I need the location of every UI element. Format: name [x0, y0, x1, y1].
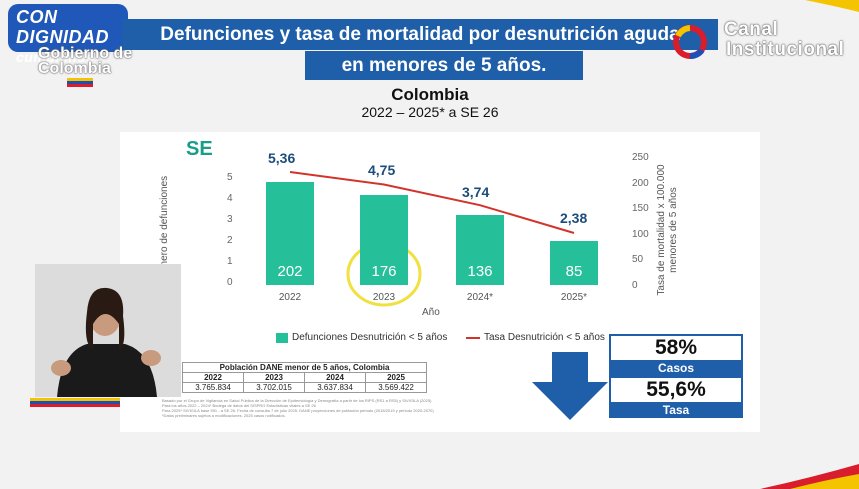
pop-header: 2022	[182, 372, 244, 383]
rate-value-label: 4,75	[368, 162, 396, 178]
rate-percent: 55,6%	[646, 378, 706, 401]
legend-bar-swatch	[276, 332, 288, 343]
logo-line1: CON DIGNIDAD	[16, 7, 109, 47]
right-axis-tick: 50	[632, 254, 644, 265]
left-axis-tick: 3	[227, 214, 233, 225]
left-axis-tick: 1	[227, 256, 233, 267]
left-axis-tick: 0	[227, 277, 233, 288]
bar-value-label: 85	[565, 263, 583, 280]
main-title: Defunciones y tasa de mortalidad por des…	[122, 19, 718, 50]
right-axis-tick: 0	[632, 279, 638, 291]
rate-value-label: 3,74	[462, 184, 490, 200]
legend-line: Tasa Desnutrición < 5 años	[466, 332, 605, 343]
gov-line1: Gobierno de	[38, 45, 133, 62]
footnote-3: Para 2025* SIVIGILA base 591 - a SE 26. …	[162, 408, 434, 413]
bar-value-label: 176	[371, 263, 397, 280]
footnote-2: Para los años 2022 – 2024* Bodega de dat…	[162, 403, 316, 408]
footnote-1: Basado por el Grupo de Vigilancia en Sal…	[162, 398, 432, 403]
channel-logo: Canal Institucional	[688, 20, 844, 60]
right-axis-tick: 200	[632, 177, 649, 189]
legend-bar-label: Defunciones Desnutrición < 5 años	[292, 332, 448, 343]
country-title: Colombia	[391, 85, 469, 104]
gobierno-logo: Gobierno de Colombia	[38, 45, 133, 77]
cases-percent: 58%	[654, 336, 698, 359]
flag-stripe-left	[30, 398, 120, 401]
channel-line1: Canal	[724, 19, 779, 40]
main-title-line2: en menores de 5 años.	[305, 51, 583, 80]
pop-value: 3.569.422	[365, 382, 427, 393]
pop-header: 2023	[243, 372, 305, 383]
bar	[550, 241, 598, 285]
period-subtitle: 2022 – 2025* a SE 26	[361, 104, 499, 120]
legend-line-label: Tasa Desnutrición < 5 años	[484, 332, 605, 343]
right-axis-tick: 100	[632, 228, 649, 240]
pop-header: 2024	[304, 372, 366, 383]
rate-value-label: 5,36	[268, 150, 296, 166]
corner-swoosh	[760, 464, 859, 489]
bar-value-label: 202	[277, 263, 303, 280]
pop-header: 2025	[365, 372, 427, 383]
population-table-title: Población DANE menor de 5 años, Colombia	[182, 362, 427, 373]
se-label: SE	[186, 138, 213, 160]
legend-line-swatch	[466, 336, 480, 339]
population-table-wrap: Población DANE menor de 5 años, Colombia…	[182, 362, 427, 393]
x-tick-label: 2022	[278, 292, 302, 303]
channel-line2: Institucional	[726, 39, 845, 60]
corner-swoosh-top	[805, 0, 859, 12]
left-axis-tick: 4	[227, 193, 233, 204]
flag-stripe-left	[30, 404, 120, 407]
x-tick-label: 2023	[372, 292, 396, 303]
population-table: Población DANE menor de 5 años, Colombia…	[182, 362, 427, 393]
bar-value-label: 136	[467, 263, 493, 280]
rate-line	[289, 171, 575, 234]
canal-institucional-icon	[673, 25, 707, 59]
con-dignidad-logo: CON DIGNIDAD cumplimos	[8, 4, 128, 65]
bar	[266, 181, 314, 285]
bar	[456, 215, 504, 285]
left-axis-tick: 5	[227, 172, 233, 183]
x-tick-label: 2025*	[560, 292, 588, 303]
down-arrow-icon	[532, 352, 608, 420]
footnotes: Basado por el Grupo de Vigilancia en Sal…	[162, 398, 492, 418]
footnote-4: *Datos preliminares sujetos a modificaci…	[162, 413, 286, 418]
pop-value: 3.637.834	[304, 382, 366, 393]
legend-bar: Defunciones Desnutrición < 5 años	[276, 332, 447, 343]
rate-value-label: 2,38	[560, 210, 588, 226]
gov-line2: Colombia	[38, 60, 111, 77]
left-axis-tick: 2	[227, 235, 233, 246]
logo-line2: cumplimos	[16, 49, 95, 65]
pop-value: 3.765.834	[182, 382, 244, 393]
rate-percent-box: 55,6%	[609, 376, 743, 404]
sign-language-interpreter-video	[35, 264, 181, 397]
x-axis-label: Año	[422, 307, 440, 318]
pop-value: 3.702.015	[243, 382, 305, 393]
right-axis-tick: 150	[632, 203, 649, 214]
interpreter-figure-icon	[35, 264, 181, 397]
x-tick-label: 2024*	[466, 292, 494, 303]
cases-label: Casos	[609, 360, 743, 376]
right-axis-tick: 250	[632, 152, 649, 163]
rate-label: Tasa	[609, 402, 743, 418]
cases-percent-box: 58%	[609, 334, 743, 362]
flag-stripe-left	[30, 401, 120, 404]
bar	[360, 194, 408, 285]
